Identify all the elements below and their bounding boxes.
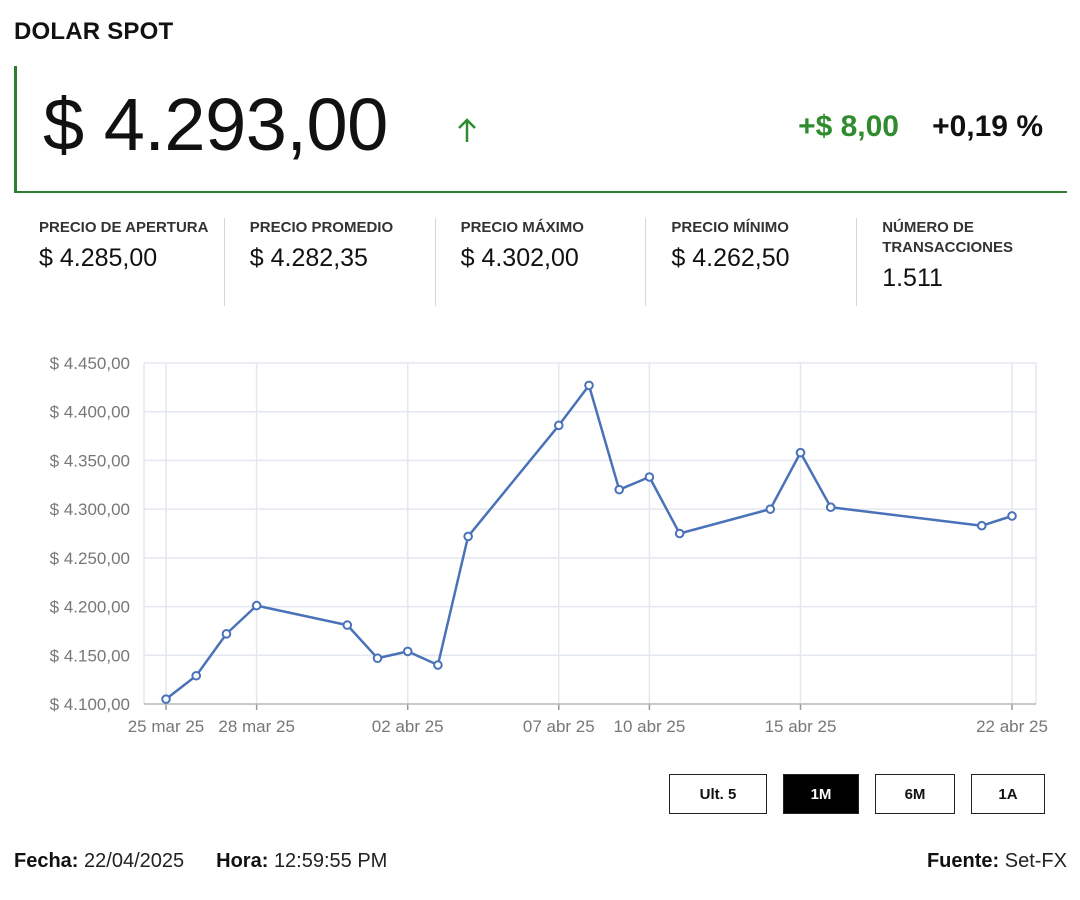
stat-max-price: PRECIO MÁXIMO $ 4.302,00 <box>434 218 646 306</box>
data-point[interactable] <box>765 504 776 514</box>
footer-date: Fecha: 22/04/2025 <box>14 850 184 873</box>
y-tick-label: $ 4.100,00 <box>50 695 130 714</box>
chart-series <box>161 380 1017 704</box>
data-point[interactable] <box>584 380 594 391</box>
stat-value: $ 4.285,00 <box>39 244 158 272</box>
data-point[interactable] <box>795 447 806 458</box>
data-point[interactable] <box>433 660 443 670</box>
stat-label: PRECIO MÍNIMO <box>671 219 789 236</box>
y-tick-label: $ 4.150,00 <box>50 646 130 665</box>
data-point[interactable] <box>402 646 413 657</box>
source-value: Set-FX <box>1004 850 1067 872</box>
range-button-1m[interactable]: 1M <box>783 774 859 814</box>
footer-source: Fuente: Set-FX <box>927 850 1067 873</box>
data-point[interactable] <box>976 520 987 531</box>
x-tick-label: 22 abr 25 <box>976 717 1048 736</box>
page-title: DOLAR SPOT <box>14 18 174 45</box>
stat-opening-price: PRECIO DE APERTURA $ 4.285,00 <box>14 218 224 306</box>
current-price: $ 4.293,00 <box>43 83 388 166</box>
footer-time: Hora: 12:59:55 PM <box>216 850 387 873</box>
stat-label: PRECIO PROMEDIO <box>249 219 394 236</box>
data-point[interactable] <box>644 472 655 482</box>
source-label: Fuente: <box>926 850 1005 872</box>
stat-label: PRECIO DE APERTURA <box>39 219 209 236</box>
stat-min-price: PRECIO MÍNIMO $ 4.262,50 <box>645 218 856 306</box>
stats-row: PRECIO DE APERTURA $ 4.285,00 PRECIO PRO… <box>14 218 1067 306</box>
data-point[interactable] <box>251 600 262 611</box>
data-point[interactable] <box>372 653 383 664</box>
price-change: +$ 8,00 <box>798 110 899 143</box>
y-tick-label: $ 4.200,00 <box>50 598 130 617</box>
date-label: Fecha: <box>14 850 85 872</box>
x-tick-label: 28 mar 25 <box>218 717 295 736</box>
data-point[interactable] <box>674 528 685 539</box>
series-line <box>165 384 1013 701</box>
time-label: Hora: <box>216 850 274 872</box>
stat-label: NÚMERO DE TRANSACCIONES <box>882 219 1014 256</box>
date-value: 22/04/2025 <box>84 850 185 872</box>
x-tick-label: 10 abr 25 <box>614 717 686 736</box>
chart-grid <box>143 362 1037 705</box>
stat-label: PRECIO MÁXIMO <box>460 219 584 236</box>
stat-average-price: PRECIO PROMEDIO $ 4.282,35 <box>223 218 435 306</box>
data-point[interactable] <box>614 484 625 495</box>
y-tick-label: $ 4.300,00 <box>50 500 130 519</box>
x-tick-label: 07 abr 25 <box>523 717 595 736</box>
footer: Fecha: 22/04/2025 Hora: 12:59:55 PM Fuen… <box>14 850 1067 873</box>
data-point[interactable] <box>553 420 564 431</box>
x-tick-label: 15 abr 25 <box>765 717 837 736</box>
stat-value: $ 4.282,35 <box>249 244 368 272</box>
data-point[interactable] <box>342 620 353 630</box>
y-tick-label: $ 4.400,00 <box>50 403 130 422</box>
x-tick-label: 02 abr 25 <box>372 717 444 736</box>
data-point[interactable] <box>221 629 232 639</box>
data-point[interactable] <box>1007 511 1017 521</box>
range-button-6m[interactable]: 6M <box>875 774 955 814</box>
arrow-up-icon <box>458 118 476 142</box>
y-tick-label: $ 4.450,00 <box>50 354 130 373</box>
stat-value: 1.511 <box>882 264 943 292</box>
stat-value: $ 4.302,00 <box>460 244 579 272</box>
range-button-last-5[interactable]: Ult. 5 <box>669 774 767 814</box>
y-tick-label: $ 4.250,00 <box>50 549 130 568</box>
data-point[interactable] <box>191 670 202 681</box>
x-tick-label: 25 mar 25 <box>128 717 205 736</box>
range-selector: Ult. 5 1M 6M 1A <box>669 774 1045 814</box>
stat-transactions: NÚMERO DE TRANSACCIONES 1.511 <box>856 218 1067 306</box>
data-point[interactable] <box>463 531 473 542</box>
range-button-1a[interactable]: 1A <box>971 774 1045 814</box>
quote-panel: $ 4.293,00 +$ 8,00 +0,19 % <box>14 66 1067 193</box>
price-change-percent: +0,19 % <box>932 110 1043 143</box>
stat-value: $ 4.262,50 <box>671 244 790 272</box>
data-point[interactable] <box>161 694 171 704</box>
price-line-chart: $ 4.100,00 $ 4.150,00 $ 4.200,00 $ 4.250,00… <box>50 354 1048 736</box>
data-point[interactable] <box>825 502 836 512</box>
y-tick-label: $ 4.350,00 <box>50 451 130 470</box>
chart-axes: $ 4.100,00 $ 4.150,00 $ 4.200,00 $ 4.250,00… <box>50 354 1048 736</box>
time-value: 12:59:55 PM <box>273 850 388 872</box>
